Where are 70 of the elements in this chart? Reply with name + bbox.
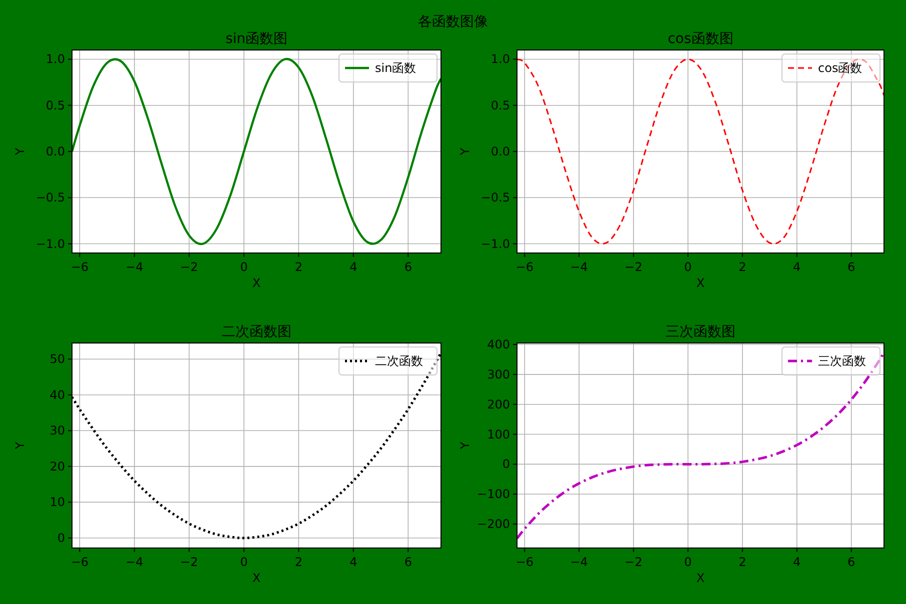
y-tick-label: 400 [487, 337, 510, 352]
y-tick-label: 10 [50, 495, 65, 510]
y-tick-label: 0.5 [46, 98, 65, 112]
y-tick-label: −1.0 [480, 236, 510, 251]
x-tick-label: 4 [350, 260, 358, 274]
x-tick-label: 0 [684, 260, 692, 274]
y-tick-label: 0 [57, 530, 65, 545]
x-tick-label: −4 [570, 555, 588, 569]
x-tick-label: 2 [294, 555, 302, 569]
text: 各函数图像 [418, 14, 488, 30]
x-tick-label: −6 [516, 555, 534, 569]
x-tick-label: 0 [684, 555, 692, 569]
y-axis-title: Y [13, 441, 27, 450]
x-axis-title: X [696, 276, 705, 290]
y-tick-label: 1.0 [46, 52, 65, 66]
x-tick-label: 2 [738, 555, 746, 569]
x-tick-label: −2 [180, 260, 198, 274]
y-tick-label: −100 [477, 487, 510, 502]
x-tick-label: −6 [516, 260, 534, 274]
x-axis-title: X [252, 276, 261, 290]
y-axis-title: Y [458, 147, 472, 156]
y-tick-label: 40 [50, 388, 65, 402]
legend-label: 二次函数 [375, 354, 423, 368]
legend-label: 三次函数 [818, 354, 866, 368]
chart-title: cos函数图 [668, 31, 734, 47]
x-axis-title: X [696, 571, 705, 585]
y-axis-title: Y [13, 147, 27, 156]
chart-title: sin函数图 [225, 31, 288, 47]
y-tick-label: −0.5 [480, 190, 510, 205]
line-series [72, 58, 441, 245]
line-series [517, 58, 884, 244]
x-tick-label: −2 [180, 555, 198, 569]
x-tick-label: 6 [848, 260, 856, 274]
x-tick-label: −4 [126, 555, 144, 569]
y-tick-label: 0 [502, 457, 510, 472]
x-tick-label: 6 [404, 555, 412, 569]
y-tick-label: 0.0 [46, 144, 65, 158]
x-tick-label: 6 [848, 555, 856, 569]
x-tick-label: 6 [404, 260, 412, 274]
y-tick-label: 1.0 [490, 52, 510, 66]
x-tick-label: 4 [793, 555, 801, 569]
y-tick-label: −200 [477, 517, 510, 532]
y-tick-label: 30 [50, 424, 65, 438]
y-tick-label: 100 [487, 427, 510, 442]
x-tick-label: 2 [294, 260, 302, 274]
x-tick-label: −2 [624, 260, 642, 274]
x-tick-label: 0 [240, 555, 248, 569]
y-tick-label: 0.5 [490, 98, 510, 112]
x-axis-title: X [252, 571, 261, 585]
x-tick-label: 4 [350, 555, 358, 569]
legend-label: sin函数 [375, 61, 416, 75]
y-tick-label: 200 [487, 397, 510, 412]
y-tick-label: 20 [50, 459, 65, 474]
chart-title: 三次函数图 [666, 324, 736, 340]
y-tick-label: −1.0 [36, 236, 65, 251]
x-tick-label: −4 [570, 260, 588, 274]
y-tick-label: 0.0 [490, 144, 510, 158]
legend-label: cos函数 [818, 61, 862, 75]
x-tick-label: −2 [624, 555, 642, 569]
x-tick-label: 4 [793, 260, 801, 274]
chart-title: 二次函数图 [222, 324, 292, 340]
y-tick-label: 50 [50, 352, 65, 366]
y-axis-title: Y [458, 441, 472, 450]
y-tick-label: −0.5 [36, 190, 65, 205]
y-tick-label: 300 [487, 367, 510, 382]
x-tick-label: 0 [240, 260, 248, 274]
x-tick-label: −4 [126, 260, 144, 274]
x-tick-label: 2 [738, 260, 746, 274]
x-tick-label: −6 [70, 555, 89, 569]
x-tick-label: −6 [70, 260, 89, 274]
